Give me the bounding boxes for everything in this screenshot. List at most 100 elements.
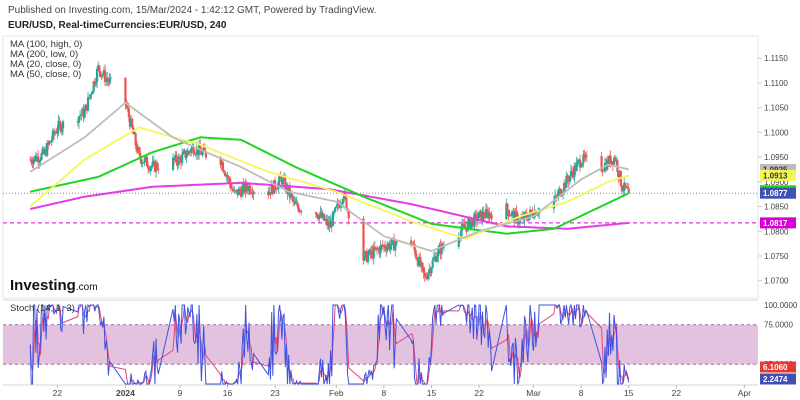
candle-body [343, 192, 346, 200]
candle-body [61, 121, 65, 129]
candle-body [31, 162, 34, 165]
ma50-line [29, 126, 630, 240]
candle-body [480, 210, 483, 221]
price-label-box [760, 217, 796, 229]
candle-body [196, 147, 200, 155]
candle-body [440, 243, 443, 255]
candle-body [615, 160, 618, 162]
candle-body [286, 184, 289, 194]
candle-body [366, 254, 370, 262]
candle-body [175, 154, 178, 163]
candle-body [55, 132, 58, 134]
candle-body [345, 197, 348, 210]
candle-body [472, 218, 475, 227]
candle-body [52, 130, 56, 135]
candle-body [479, 210, 482, 212]
candle-body [139, 152, 142, 160]
candle-body [193, 153, 196, 155]
candle-body [368, 249, 371, 255]
candle-body [156, 163, 159, 169]
candle-body [482, 212, 485, 218]
candle-body [33, 155, 36, 160]
candle-body [136, 147, 140, 152]
candle-body [568, 176, 571, 182]
candle-body [293, 201, 296, 202]
candle-body [103, 70, 107, 82]
candle-body [269, 192, 272, 195]
candle-body [509, 215, 512, 217]
candle-body [148, 168, 151, 171]
candle-body [421, 262, 424, 267]
candle-body [226, 175, 229, 178]
candle-body [131, 119, 134, 128]
candle-body [559, 188, 562, 196]
candle-body [623, 182, 626, 191]
candle-body [607, 159, 610, 166]
candle-body [252, 191, 255, 195]
logo-suffix: .com [76, 282, 98, 293]
logo-text: Investing.com [10, 277, 98, 294]
candle-body [59, 123, 62, 132]
candle-body [518, 219, 522, 224]
candle-body [457, 237, 460, 247]
legend-ma20: MA (20, close, 0) [10, 59, 81, 70]
y-tick-label: 1.0800 [764, 227, 789, 236]
candle-body [89, 94, 92, 98]
candle-body [341, 199, 345, 204]
candle-body [268, 192, 271, 196]
candle-body [489, 213, 492, 216]
candle-body [557, 191, 560, 197]
candle-body [82, 108, 85, 118]
stoch-value-box [760, 361, 796, 373]
candle-body [78, 115, 82, 117]
candle-body [101, 74, 104, 76]
stoch-value-text: 6.1060 [763, 363, 788, 372]
candle-body [200, 151, 203, 156]
candle-body [29, 159, 32, 161]
candle-body [37, 156, 40, 163]
candle-body [130, 119, 133, 127]
logo-name: Investing [10, 277, 76, 294]
candle-body [157, 168, 160, 170]
candle-body [184, 150, 187, 158]
stoch-value-text: 2.2474 [763, 375, 788, 384]
y-tick-label: 1.0750 [764, 252, 789, 261]
candle-body [563, 182, 566, 192]
candle-body [425, 277, 429, 279]
x-tick-label: 2024 [116, 388, 135, 398]
candle-body [515, 211, 518, 214]
candle-body [471, 218, 474, 223]
candle-body [429, 268, 432, 274]
candle-body [41, 148, 44, 154]
candle-body [326, 218, 329, 226]
candle-body [192, 146, 195, 154]
candle-body [227, 177, 230, 179]
candle-body [437, 247, 440, 257]
candle-body [431, 260, 434, 268]
candle-body [621, 190, 625, 192]
candle-body [177, 156, 180, 166]
candle-body [30, 159, 33, 163]
candle-body [566, 175, 569, 180]
candle-body [238, 188, 242, 192]
candle-body [525, 213, 528, 219]
candle-body [340, 203, 344, 205]
candle-body [102, 70, 105, 75]
candle-body [142, 162, 145, 164]
candle-body [468, 217, 472, 229]
candle-body [524, 212, 527, 214]
candle-body [585, 155, 588, 157]
candle-body [38, 161, 41, 163]
candle-body [153, 160, 157, 172]
candle-body [574, 165, 577, 172]
candle-body [556, 195, 559, 197]
candle-body [459, 230, 463, 238]
candle-body [133, 133, 136, 135]
candle-body [386, 246, 389, 251]
candle-body [225, 175, 228, 177]
candle-body [481, 212, 484, 221]
candle-body [222, 170, 226, 173]
candle-body [336, 203, 339, 207]
candle-body [174, 154, 177, 161]
candle-body [580, 165, 583, 168]
